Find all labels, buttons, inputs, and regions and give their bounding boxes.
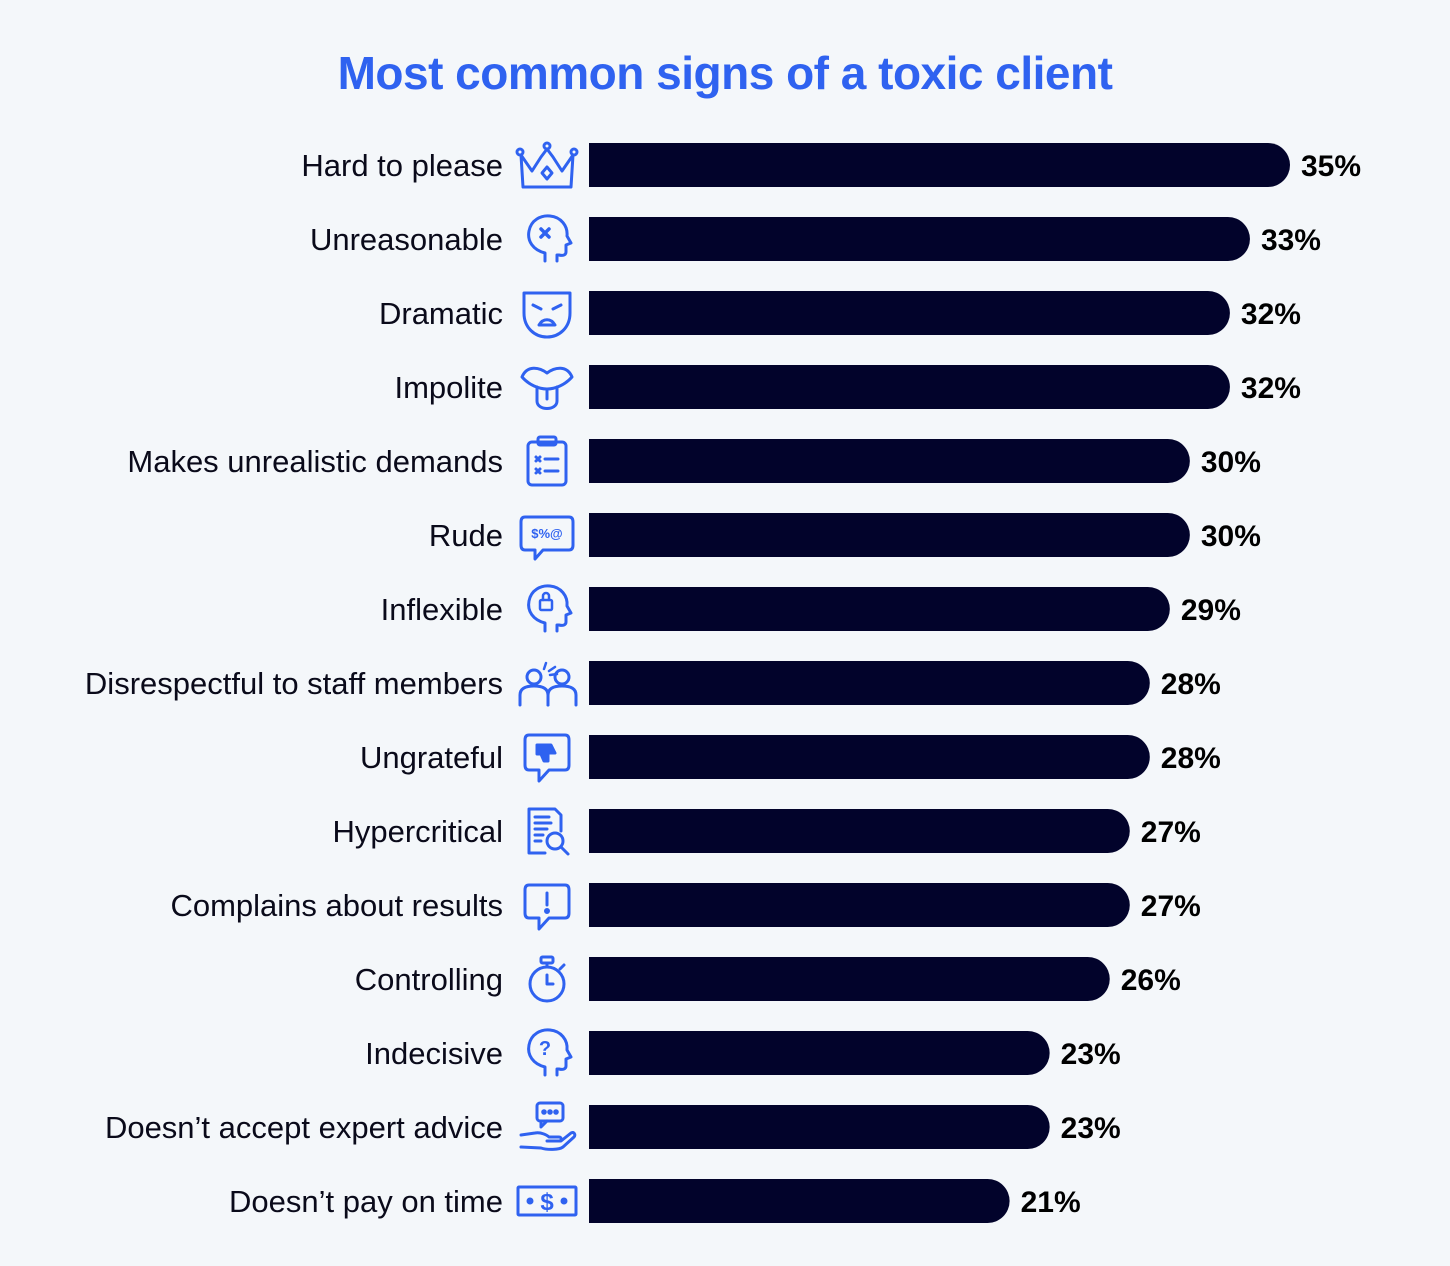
svg-text:$: $ <box>540 1189 554 1216</box>
value-label: 32% <box>1241 298 1301 331</box>
exclamation-bubble-icon <box>523 883 571 931</box>
swearing-bubble-icon: $%@ <box>519 515 575 561</box>
bar <box>589 883 1130 927</box>
category-label: Complains about results <box>170 888 503 923</box>
bar <box>589 217 1250 261</box>
category-label: Ungrateful <box>360 740 503 775</box>
bar <box>589 661 1150 705</box>
value-label: 32% <box>1241 372 1301 405</box>
category-label: Unreasonable <box>310 222 503 257</box>
category-label: Hard to please <box>301 148 503 183</box>
bar <box>589 1179 1010 1223</box>
value-label: 23% <box>1061 1038 1121 1071</box>
drama-mask-icon <box>522 291 572 339</box>
hand-chat-icon <box>519 1101 577 1151</box>
category-label: Makes unrealistic demands <box>127 444 503 479</box>
value-label: 27% <box>1141 890 1201 923</box>
bar <box>589 735 1150 779</box>
question-head-icon: ? <box>527 1028 573 1077</box>
value-label: 30% <box>1201 520 1261 553</box>
value-label: 35% <box>1301 150 1361 183</box>
bar <box>589 1105 1050 1149</box>
document-search-icon <box>527 807 570 856</box>
category-label: Indecisive <box>365 1036 503 1071</box>
stopwatch-icon <box>528 955 566 1003</box>
thumbs-down-bubble-icon <box>523 733 571 783</box>
category-label: Doesn’t pay on time <box>229 1184 503 1219</box>
category-label: Controlling <box>355 962 503 997</box>
category-label: Rude <box>429 518 503 553</box>
value-label: 33% <box>1261 224 1321 257</box>
bar <box>589 957 1110 1001</box>
category-label: Doesn’t accept expert advice <box>105 1110 503 1145</box>
category-label: Hypercritical <box>332 814 503 849</box>
category-label: Disrespectful to staff members <box>85 666 503 701</box>
chart-title: Most common signs of a toxic client <box>337 47 1113 99</box>
tongue-out-icon <box>520 366 574 410</box>
confused-head-icon <box>527 214 573 263</box>
value-label: 30% <box>1201 446 1261 479</box>
value-label: 21% <box>1021 1186 1081 1219</box>
bar <box>589 587 1170 631</box>
banknote-icon: $ <box>516 1185 578 1217</box>
value-label: 29% <box>1181 594 1241 627</box>
bar <box>589 291 1230 335</box>
arguing-people-icon <box>518 661 578 707</box>
value-label: 27% <box>1141 816 1201 849</box>
checklist-icon <box>526 435 568 487</box>
value-label: 28% <box>1161 742 1221 775</box>
locked-head-icon <box>527 584 573 633</box>
bar <box>589 365 1230 409</box>
crown-icon <box>515 141 579 189</box>
category-label: Impolite <box>394 370 503 405</box>
category-label: Dramatic <box>379 296 503 331</box>
svg-text:?: ? <box>539 1038 551 1060</box>
bar <box>589 513 1190 557</box>
bar <box>589 439 1190 483</box>
bar <box>589 809 1130 853</box>
value-label: 28% <box>1161 668 1221 701</box>
bar <box>589 1031 1050 1075</box>
category-label: Inflexible <box>381 592 503 627</box>
value-label: 23% <box>1061 1112 1121 1145</box>
bar <box>589 143 1290 187</box>
value-label: 26% <box>1121 964 1181 997</box>
svg-text:$%@: $%@ <box>531 526 562 541</box>
